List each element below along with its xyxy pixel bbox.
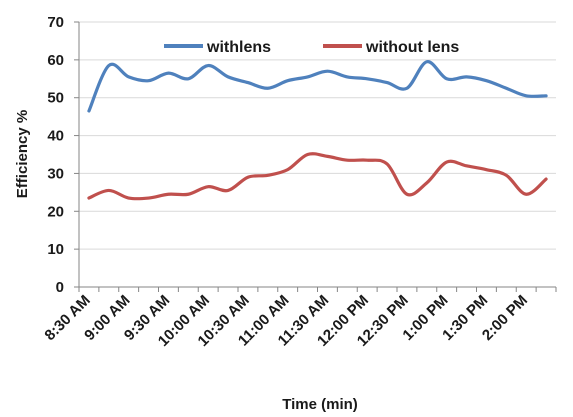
data-point-withlens — [385, 81, 388, 84]
data-point-withlens — [107, 64, 110, 67]
data-point-withlens — [226, 75, 229, 78]
data-point-withlens — [445, 77, 448, 80]
y-tick-label: 10 — [47, 241, 64, 258]
data-point-withlens — [366, 77, 369, 80]
data-point-without-lens — [346, 159, 349, 162]
data-point-without-lens — [525, 193, 528, 196]
data-point-withlens — [87, 109, 90, 112]
data-point-without-lens — [445, 160, 448, 163]
data-point-withlens — [306, 75, 309, 78]
data-point-withlens — [167, 72, 170, 75]
data-point-withlens — [425, 60, 428, 63]
y-axis-tick-labels: 0 10 20 30 40 50 60 70 — [47, 14, 79, 296]
data-point-without-lens — [87, 196, 90, 199]
data-point-without-lens — [286, 168, 289, 171]
data-point-without-lens — [385, 162, 388, 165]
data-point-without-lens — [127, 196, 130, 199]
data-point-withlens — [127, 75, 130, 78]
data-point-withlens — [346, 75, 349, 78]
y-tick-label: 60 — [47, 52, 64, 69]
y-tick-label: 40 — [47, 128, 64, 145]
data-point-withlens — [207, 64, 210, 67]
data-point-without-lens — [425, 181, 428, 184]
y-tick-label: 20 — [47, 203, 64, 220]
data-point-without-lens — [465, 164, 468, 167]
y-axis-title: Efficiency % — [14, 110, 31, 198]
data-point-withlens — [405, 87, 408, 90]
data-point-without-lens — [167, 193, 170, 196]
data-point-without-lens — [207, 185, 210, 188]
data-point-withlens — [286, 79, 289, 82]
series-lines — [87, 60, 548, 201]
y-tick-label: 50 — [47, 90, 64, 107]
series-line-without-lens — [87, 152, 548, 201]
data-point-withlens — [525, 94, 528, 97]
data-point-withlens — [147, 79, 150, 82]
data-point-without-lens — [544, 178, 547, 181]
legend: withlens without lens — [164, 39, 459, 56]
legend-label-withlens: withlens — [206, 39, 271, 56]
data-point-without-lens — [485, 168, 488, 171]
legend-label-without-lens: without lens — [365, 39, 459, 56]
data-point-withlens — [505, 87, 508, 90]
data-point-withlens — [187, 77, 190, 80]
gridlines — [79, 21, 556, 250]
data-point-withlens — [485, 79, 488, 82]
data-point-without-lens — [505, 174, 508, 177]
data-point-without-lens — [226, 189, 229, 192]
y-tick-label: 70 — [47, 14, 64, 31]
series-line-withlens — [87, 60, 548, 113]
data-point-withlens — [266, 87, 269, 90]
y-tick-label: 0 — [56, 279, 64, 296]
y-tick-label: 30 — [47, 165, 64, 182]
data-point-withlens — [246, 81, 249, 84]
data-point-withlens — [326, 70, 329, 73]
data-point-withlens — [544, 94, 547, 97]
data-point-without-lens — [187, 193, 190, 196]
data-point-without-lens — [107, 189, 110, 192]
data-point-without-lens — [366, 159, 369, 162]
data-point-without-lens — [306, 153, 309, 156]
x-axis-title: Time (min) — [282, 396, 358, 413]
data-point-without-lens — [326, 155, 329, 158]
data-point-without-lens — [246, 176, 249, 179]
data-point-withlens — [465, 75, 468, 78]
data-point-without-lens — [147, 196, 150, 199]
data-point-without-lens — [266, 174, 269, 177]
x-axis-tick-marks — [78, 287, 557, 292]
data-point-without-lens — [405, 193, 408, 196]
